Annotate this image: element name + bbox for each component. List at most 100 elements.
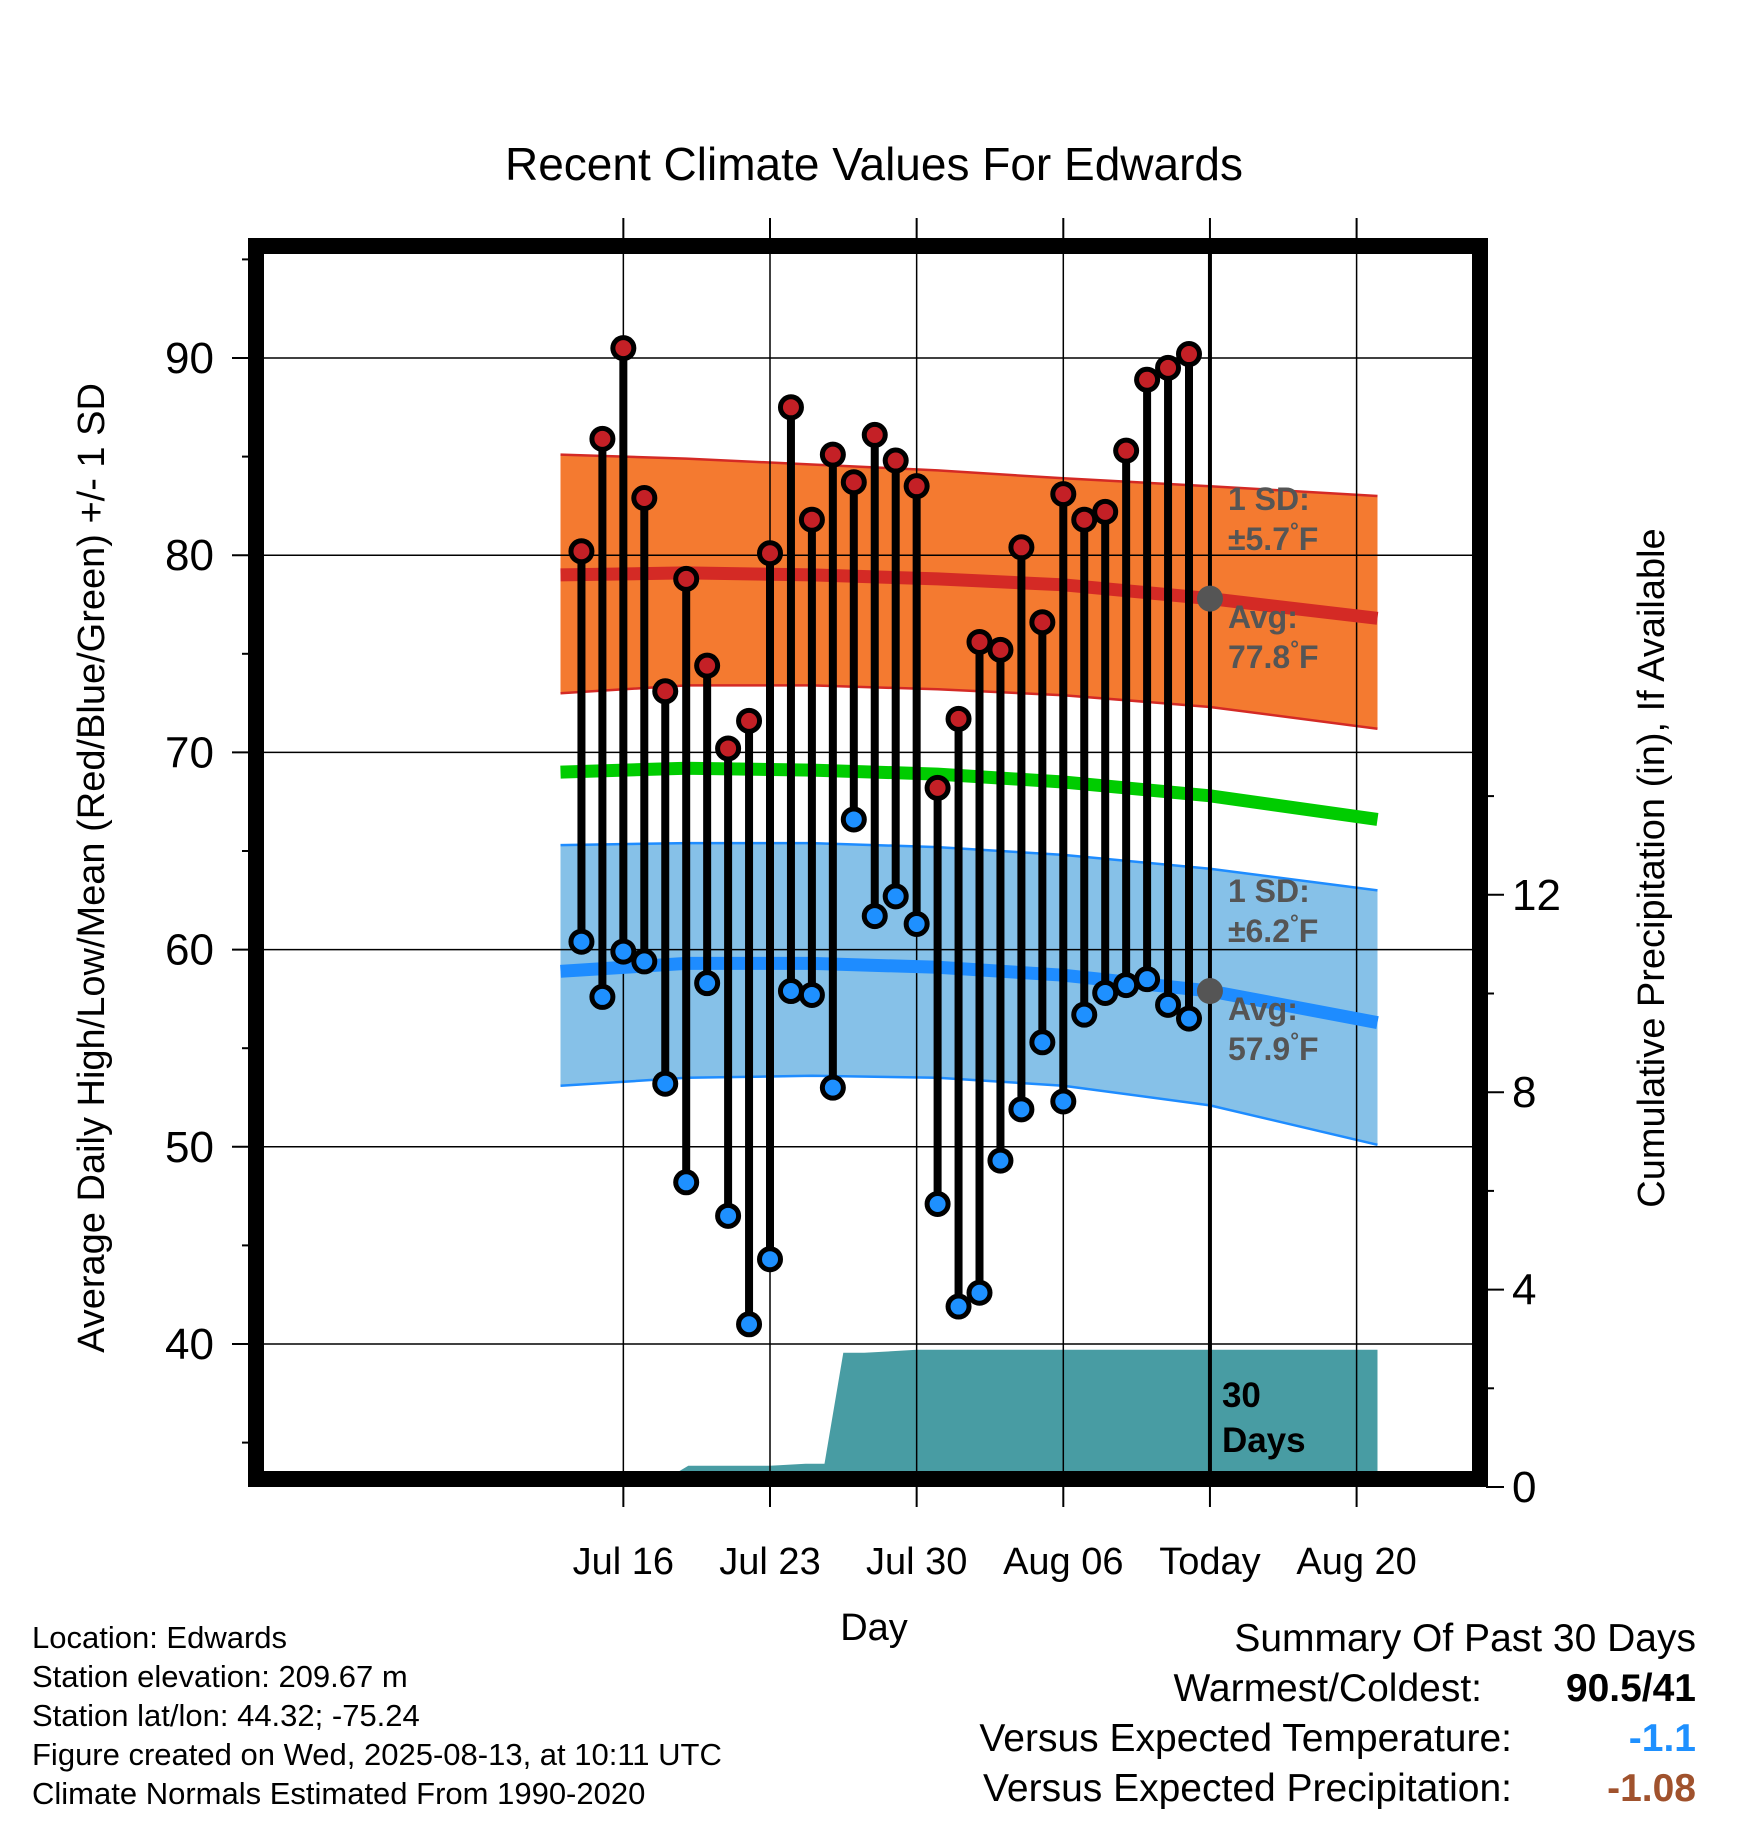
station-location: Location: Edwards: [32, 1620, 288, 1655]
daily-low-point: [987, 1147, 1014, 1174]
daily-low-point: [1092, 979, 1119, 1006]
high-sd-annotation-label: 1 SD:: [1228, 481, 1310, 517]
daily-low-point: [1176, 1005, 1202, 1032]
y-axis-title: Average Daily High/Low/Mean (Red/Blue/Gr…: [71, 383, 113, 1353]
daily-high-point: [589, 425, 616, 452]
daily-high-point: [1050, 481, 1077, 508]
plot-frame: [248, 238, 1488, 1487]
y-tick-label: 40: [165, 1320, 214, 1369]
daily-low-point: [945, 1293, 972, 1320]
daily-low-point: [694, 970, 721, 997]
days-label-text: Days: [1222, 1421, 1306, 1460]
daily-low-point: [903, 910, 930, 937]
y-tick-label: 60: [165, 926, 214, 975]
y2-tick-label: 4: [1512, 1266, 1536, 1315]
daily-low-point: [966, 1279, 993, 1306]
daily-low-point: [1008, 1096, 1035, 1123]
daily-high-point: [840, 469, 867, 496]
low-sd-annotation-value: ±6.2°F: [1228, 910, 1318, 949]
high-sd-annotation-degree: °: [1290, 518, 1299, 543]
high-avg-annotation-label: Avg:: [1228, 599, 1298, 635]
days-label-number: 30: [1222, 1376, 1261, 1415]
daily-high-point: [777, 394, 804, 421]
daily-high-point: [819, 441, 846, 468]
chart-title: Recent Climate Values For Edwards: [505, 138, 1243, 190]
daily-low-point: [652, 1070, 679, 1097]
daily-high-point: [673, 565, 700, 592]
daily-high-point: [1008, 534, 1035, 561]
daily-high-point: [882, 447, 909, 474]
daily-low-point: [1155, 991, 1182, 1018]
daily-low-point: [1113, 972, 1140, 999]
temp-departure-value: -1.1: [1628, 1717, 1696, 1760]
axes: 40 50 60 70 80 90 0 4 8 12 Jul 16 Jul 23 Jul 30 Aug 0…: [71, 218, 1673, 1649]
daily-high-point: [1029, 609, 1056, 636]
station-info: Location: Edwards Station elevation: 209…: [32, 1618, 722, 1813]
x-tick-label: Jul 23: [719, 1541, 820, 1583]
daily-low-point: [673, 1169, 700, 1196]
high-sd-annotation-unit: F: [1299, 521, 1319, 557]
y2-tick-label: 0: [1512, 1463, 1536, 1512]
low-sd-annotation-unit: F: [1299, 913, 1319, 949]
x-axis-title: Day: [840, 1607, 908, 1649]
x-tick-label: Jul 16: [573, 1541, 674, 1583]
daily-high-point: [1092, 498, 1119, 525]
daily-low-point: [610, 938, 637, 965]
low-sd-annotation-degree: °: [1290, 910, 1299, 935]
daily-high-point: [1071, 506, 1098, 533]
x-tick-label: Aug 06: [1003, 1541, 1123, 1583]
warmest-coldest-label: Warmest/Coldest:: [1173, 1667, 1482, 1710]
daily-low-point: [568, 928, 595, 955]
low-sd-annotation-label: 1 SD:: [1228, 873, 1310, 909]
daily-high-point: [1113, 437, 1140, 464]
y-tick-label: 90: [165, 334, 214, 383]
daily-high-point: [1155, 354, 1182, 381]
station-latlon: Station lat/lon: 44.32; -75.24: [32, 1698, 420, 1733]
low-avg-annotation-degree: °: [1290, 1028, 1299, 1053]
daily-high-point: [715, 735, 742, 762]
warmest-coldest-value: 90.5/41: [1565, 1667, 1696, 1710]
low-avg-annotation-label: Avg:: [1228, 991, 1298, 1027]
daily-high-point: [568, 538, 595, 565]
daily-high-point: [798, 506, 825, 533]
high-avg-annotation-unit: F: [1299, 639, 1319, 675]
x-tick-label: Aug 20: [1296, 1541, 1416, 1583]
summary-panel: Summary Of Past 30 Days Warmest/Coldest:…: [979, 1614, 1696, 1814]
y-tick-label: 70: [165, 728, 214, 777]
daily-high-point: [631, 485, 658, 512]
low-avg-annotation-number: 57.9: [1228, 1031, 1290, 1067]
figure-created: Figure created on Wed, 2025-08-13, at 10…: [32, 1737, 722, 1772]
precip-departure-value: -1.08: [1607, 1767, 1696, 1810]
daily-high-point: [694, 652, 721, 679]
precip-area: [642, 1349, 1378, 1479]
daily-low-point: [589, 983, 616, 1010]
daily-low-point: [631, 948, 658, 975]
daily-high-point: [924, 774, 951, 801]
daily-high-point: [903, 473, 930, 500]
daily-high-point: [945, 705, 972, 732]
y-tick-label: 50: [165, 1123, 214, 1172]
low-avg-annotation-unit: F: [1299, 1031, 1319, 1067]
y2-axis-title: Cumulative Precipitation (in), If Availa…: [1631, 528, 1673, 1207]
high-sd-band: [560, 454, 1378, 729]
daily-high-point: [1134, 366, 1161, 393]
daily-low-point: [1134, 966, 1161, 993]
daily-low-point: [1050, 1088, 1077, 1115]
station-elevation: Station elevation: 209.67 m: [32, 1659, 408, 1694]
x-tick-label: Jul 30: [866, 1541, 967, 1583]
y2-tick-label: 12: [1512, 871, 1561, 920]
daily-low-point: [715, 1202, 742, 1229]
high-sd-annotation-number: ±5.7: [1228, 521, 1290, 557]
daily-low-point: [757, 1246, 783, 1273]
daily-high-point: [966, 628, 993, 655]
climate-normals-source: Climate Normals Estimated From 1990-2020: [32, 1776, 646, 1811]
daily-high-point: [757, 540, 783, 567]
today-low-avg-marker: [1196, 978, 1223, 1005]
daily-low-point: [736, 1311, 763, 1338]
daily-low-point: [1071, 1001, 1098, 1028]
temp-departure-label: Versus Expected Temperature:: [979, 1717, 1512, 1760]
daily-low-point: [798, 981, 825, 1008]
daily-low-point: [1029, 1029, 1056, 1056]
